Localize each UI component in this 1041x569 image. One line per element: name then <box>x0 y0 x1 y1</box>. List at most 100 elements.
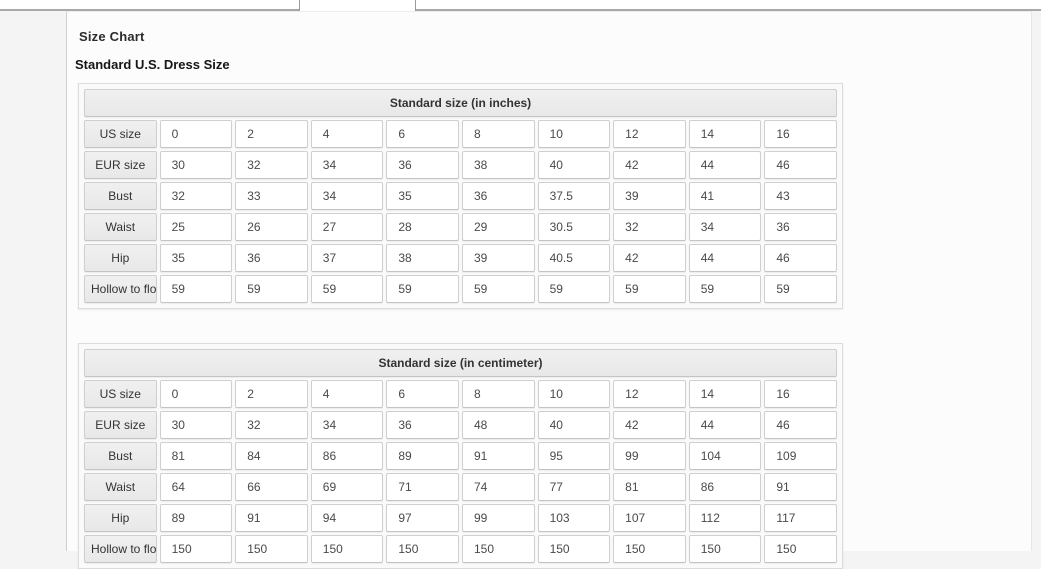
size-value-cell: 36 <box>764 213 837 241</box>
size-value-cell: 44 <box>688 411 762 439</box>
page-subtitle: Standard U.S. Dress Size <box>75 57 230 72</box>
size-value-cell: 16 <box>764 380 837 408</box>
table-row: US size 0 2 4 6 8 10 12 14 16 <box>84 380 837 408</box>
size-value-cell: 42 <box>613 411 686 439</box>
size-value-cell: 36 <box>461 182 535 210</box>
size-value-cell: 59 <box>613 275 686 303</box>
size-value-cell: 30 <box>159 411 233 439</box>
size-value-cell: 34 <box>310 411 384 439</box>
size-value-cell: 150 <box>688 535 762 563</box>
size-value-cell: 81 <box>613 473 686 501</box>
table-row: EUR size 30 32 34 36 38 40 42 44 46 <box>84 151 837 179</box>
size-value-cell: 14 <box>688 380 762 408</box>
size-value-cell: 95 <box>537 442 611 470</box>
size-value-cell: 34 <box>688 213 762 241</box>
size-value-cell: 37.5 <box>537 182 611 210</box>
size-table: Standard size (in centimeter) US size 0 2 4 6… <box>81 346 840 566</box>
active-tab[interactable] <box>299 0 416 11</box>
size-value-cell: 150 <box>235 535 308 563</box>
size-value-cell: 10 <box>537 120 611 148</box>
size-value-cell: 40 <box>537 151 611 179</box>
table-row: Waist 64 66 69 71 74 77 81 86 91 <box>84 473 837 501</box>
row-label-cell: Hollow to floor <box>84 275 157 303</box>
page-title: Size Chart <box>79 29 145 44</box>
size-value-cell: 8 <box>461 380 535 408</box>
table-row: Hip 35 36 37 38 39 40.5 42 44 46 <box>84 244 837 272</box>
size-value-cell: 43 <box>764 182 837 210</box>
size-value-cell: 81 <box>159 442 233 470</box>
size-value-cell: 12 <box>613 120 686 148</box>
size-value-cell: 112 <box>688 504 762 532</box>
size-value-cell: 8 <box>461 120 535 148</box>
size-value-cell: 36 <box>386 411 459 439</box>
size-table-inches: Standard size (in inches) US size 0 2 4 6 8 10 1… <box>78 83 843 309</box>
size-value-cell: 150 <box>159 535 233 563</box>
size-value-cell: 27 <box>310 213 384 241</box>
row-label-cell: US size <box>84 380 157 408</box>
table-row: Waist 25 26 27 28 29 30.5 32 34 36 <box>84 213 837 241</box>
size-value-cell: 150 <box>537 535 611 563</box>
size-value-cell: 26 <box>235 213 308 241</box>
size-value-cell: 59 <box>386 275 459 303</box>
size-value-cell: 99 <box>613 442 686 470</box>
size-value-cell: 86 <box>688 473 762 501</box>
size-value-cell: 33 <box>235 182 308 210</box>
row-label-cell: Hip <box>84 504 157 532</box>
size-value-cell: 59 <box>688 275 762 303</box>
row-label-cell: Hip <box>84 244 157 272</box>
size-value-cell: 69 <box>310 473 384 501</box>
size-value-cell: 39 <box>613 182 686 210</box>
table-row: Hollow to floor595959595959595959 <box>84 275 837 303</box>
content-panel: Size Chart Standard U.S. Dress Size Stan… <box>66 11 1032 569</box>
size-value-cell: 6 <box>386 120 459 148</box>
table-row: US size 0 2 4 6 8 10 12 14 16 <box>84 120 837 148</box>
size-value-cell: 59 <box>764 275 837 303</box>
size-value-cell: 42 <box>613 151 686 179</box>
size-value-cell: 150 <box>461 535 535 563</box>
size-value-cell: 46 <box>764 411 837 439</box>
size-value-cell: 16 <box>764 120 837 148</box>
size-value-cell: 12 <box>613 380 686 408</box>
size-value-cell: 86 <box>310 442 384 470</box>
size-value-cell: 39 <box>461 244 535 272</box>
row-label-cell: Waist <box>84 213 157 241</box>
size-value-cell: 35 <box>159 244 233 272</box>
size-value-cell: 97 <box>386 504 459 532</box>
size-value-cell: 104 <box>688 442 762 470</box>
table-header-band: Standard size (in centimeter) <box>84 349 837 377</box>
size-value-cell: 30.5 <box>537 213 611 241</box>
size-value-cell: 34 <box>310 151 384 179</box>
size-value-cell: 44 <box>688 151 762 179</box>
size-value-cell: 109 <box>764 442 837 470</box>
size-value-cell: 150 <box>764 535 837 563</box>
tab-bar <box>0 0 1041 11</box>
size-value-cell: 14 <box>688 120 762 148</box>
size-value-cell: 10 <box>537 380 611 408</box>
size-value-cell: 35 <box>386 182 459 210</box>
table-row: EUR size 30 32 34 36 48 40 42 44 46 <box>84 411 837 439</box>
size-value-cell: 77 <box>537 473 611 501</box>
size-value-cell: 44 <box>688 244 762 272</box>
size-value-cell: 29 <box>461 213 535 241</box>
size-value-cell: 38 <box>386 244 459 272</box>
size-value-cell: 150 <box>310 535 384 563</box>
size-value-cell: 99 <box>461 504 535 532</box>
size-value-cell: 46 <box>764 244 837 272</box>
size-value-cell: 25 <box>159 213 233 241</box>
size-value-cell: 30 <box>159 151 233 179</box>
size-table: Standard size (in inches) US size 0 2 4 6 8 10 1… <box>81 86 840 306</box>
row-label-cell: Hollow to floor <box>84 535 157 563</box>
row-label-cell: US size <box>84 120 157 148</box>
row-label-cell: EUR size <box>84 411 157 439</box>
size-value-cell: 71 <box>386 473 459 501</box>
table-row: Hollow to floor1501501501501501501501501… <box>84 535 837 563</box>
size-value-cell: 4 <box>310 380 384 408</box>
row-label-cell: Bust <box>84 182 157 210</box>
size-value-cell: 32 <box>235 411 308 439</box>
size-value-cell: 32 <box>159 182 233 210</box>
size-value-cell: 66 <box>235 473 308 501</box>
size-value-cell: 42 <box>613 244 686 272</box>
size-value-cell: 150 <box>386 535 459 563</box>
size-value-cell: 40 <box>537 411 611 439</box>
size-value-cell: 89 <box>386 442 459 470</box>
